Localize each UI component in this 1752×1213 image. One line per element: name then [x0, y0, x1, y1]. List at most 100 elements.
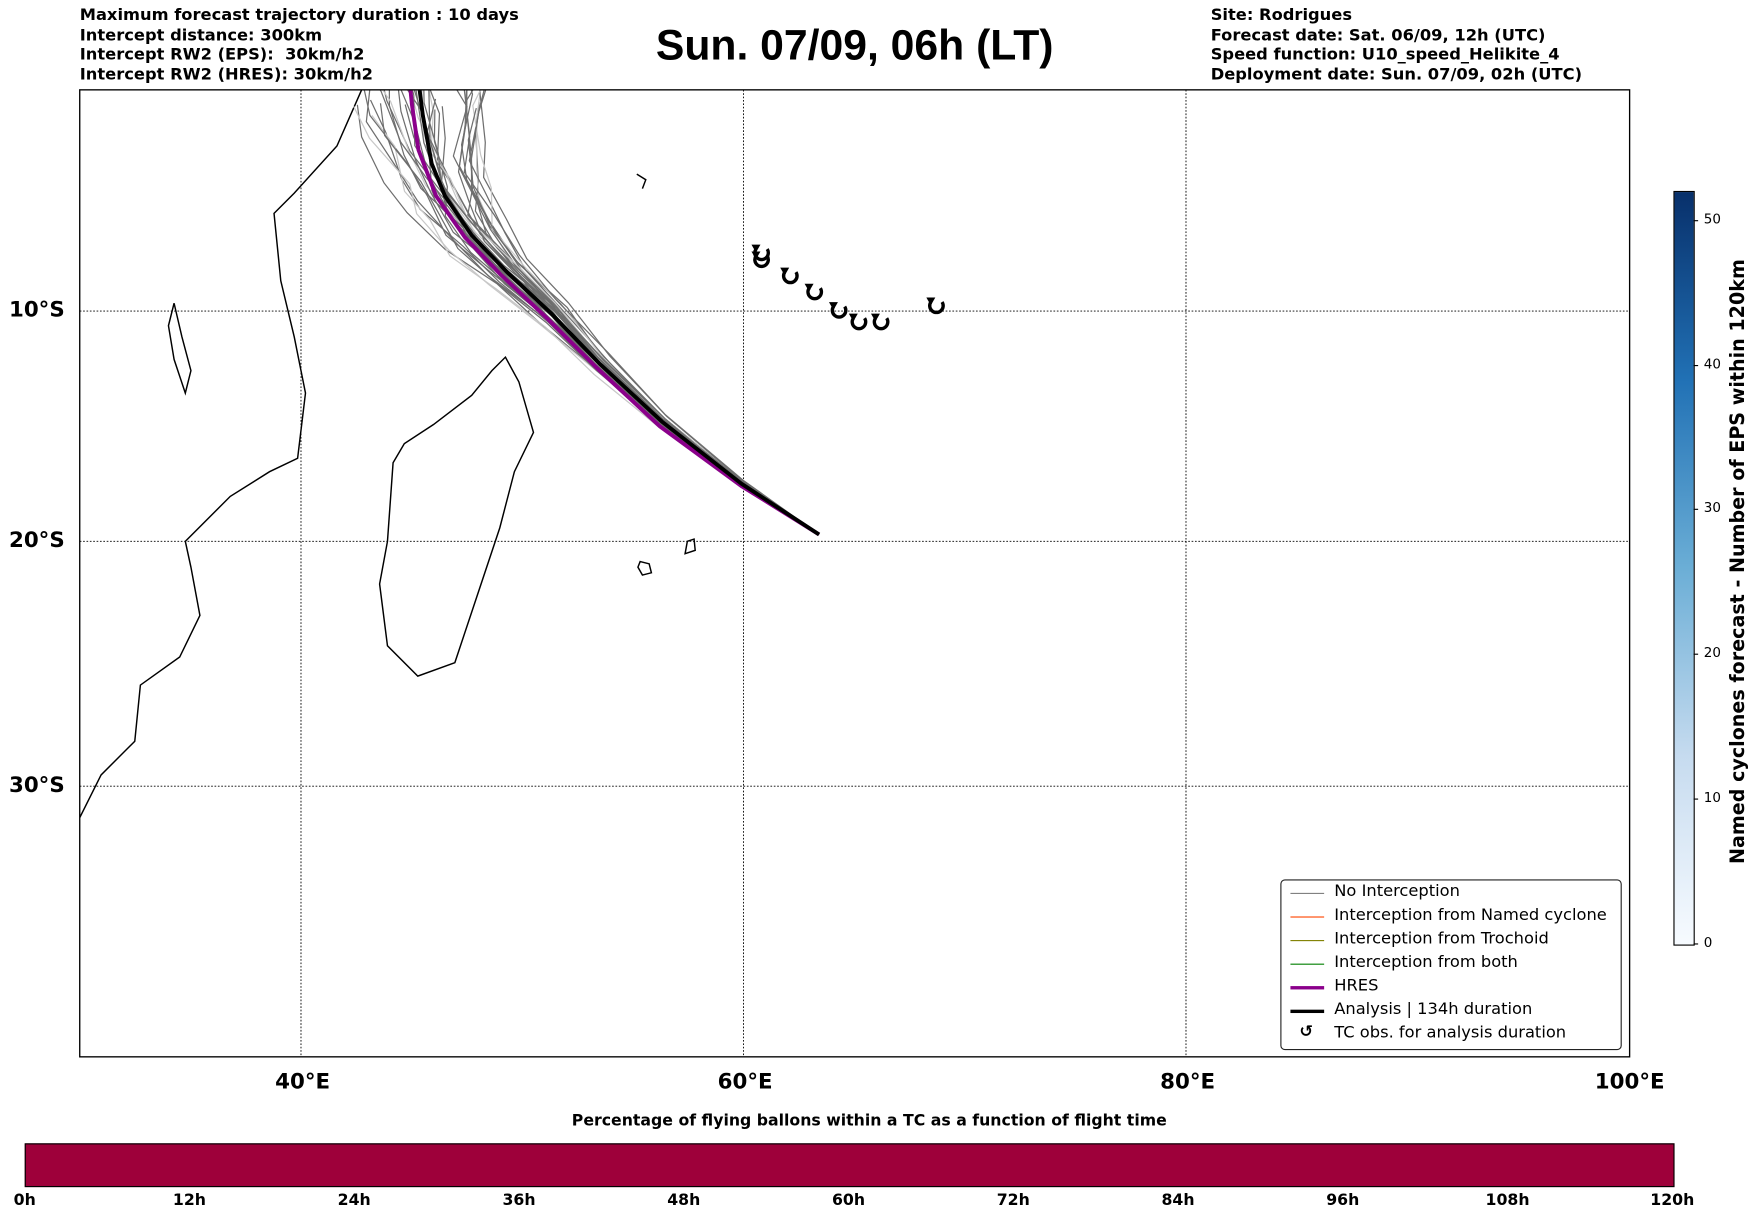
hres-trajectory [408, 89, 821, 537]
analysis-trajectory [417, 89, 821, 537]
percent-bar-title: Percentage of flying ballons within a TC… [571, 1111, 1167, 1130]
lat-label: 10°S [8, 297, 65, 323]
line-swatch [1290, 892, 1325, 894]
legend-hres: HRES [1281, 976, 1618, 1000]
ensemble-trajectory [404, 104, 820, 536]
forecast-date: Forecast date: Sat. 06/09, 12h (UTC) [1210, 26, 1546, 45]
ensemble-trajectory [352, 105, 820, 536]
colorbar-tick: 10 [1693, 789, 1721, 806]
coastlines [79, 89, 696, 818]
lat-label: 20°S [8, 527, 65, 553]
colorbar-tick: 20 [1693, 644, 1721, 661]
tc-obs-marker [780, 267, 799, 285]
legend-label: Interception from both [1334, 953, 1518, 972]
ensemble-trajectory [428, 89, 820, 535]
percent-bar-tick: 60h [831, 1191, 866, 1210]
map-frame [79, 89, 1631, 1058]
line-swatch [1290, 986, 1325, 990]
ensemble-trajectory [458, 89, 820, 535]
ensemble-trajectory [426, 98, 820, 536]
colorbar-tick: 0 [1694, 934, 1713, 951]
colorbar-title: Named cyclones forecast - Number of EPS … [1727, 259, 1750, 864]
africa-coastline [79, 89, 363, 818]
ensemble-trajectory [406, 89, 820, 535]
mauritius-coastline [637, 560, 653, 576]
gridlines [79, 89, 1630, 1057]
percent-bar-tick: 48h [667, 1191, 701, 1210]
tc-obs-marker [804, 283, 824, 301]
ensemble-trajectory [379, 103, 820, 536]
map-plot [79, 89, 1631, 1058]
ensemble-trajectory [423, 89, 820, 535]
lon-label: 40°E [275, 1069, 331, 1094]
site: Site: Rodrigues [1210, 6, 1353, 25]
ensemble-trajectory [457, 91, 820, 536]
legend-label: Analysis | 134h duration [1334, 1000, 1533, 1019]
percent-bar-tick: 84h [1161, 1191, 1195, 1210]
lat-label: 30°S [8, 772, 65, 798]
reunion-coastline [684, 538, 696, 555]
legend-label: HRES [1334, 977, 1379, 996]
ensemble-trajectory [383, 89, 820, 535]
lon-label: 80°E [1160, 1069, 1216, 1094]
legend-label: TC obs. for analysis duration [1334, 1024, 1567, 1043]
legend-both: Interception from both [1281, 952, 1618, 976]
tc-obs-marker [870, 313, 890, 331]
tc-obs-marker [828, 302, 848, 319]
legend-label: Interception from Named cyclone [1334, 906, 1607, 925]
ensemble-trajectory [467, 108, 820, 536]
lon-label: 60°E [717, 1069, 773, 1094]
ensemble-trajectory [463, 89, 820, 535]
seychelles-islands [636, 173, 647, 189]
legend: No Interception Interception from Named … [1280, 879, 1622, 1051]
comoros-coastline [167, 303, 192, 396]
legend-named-cyclone: Interception from Named cyclone [1281, 905, 1618, 929]
max-duration: Maximum forecast trajectory duration : 1… [79, 6, 519, 25]
lon-label: 100°E [1594, 1069, 1665, 1094]
percent-bar-tick: 0h [13, 1191, 36, 1210]
percent-bar [24, 1143, 1675, 1188]
header-right: Site: Rodrigues Forecast date: Sat. 06/0… [1211, 7, 1582, 86]
ensemble-trajectory [476, 89, 820, 536]
intercept-eps: Intercept RW2 (EPS): 30km/h2 [79, 46, 365, 65]
colorbar-tick: 30 [1693, 500, 1721, 517]
percent-bar-tick: 12h [172, 1191, 206, 1210]
deployment-date: Deployment date: Sun. 07/09, 02h (UTC) [1210, 65, 1583, 84]
percent-bar-tick: 120h [1650, 1191, 1695, 1210]
percent-bar-tick: 72h [996, 1191, 1030, 1210]
line-swatch [1290, 1009, 1325, 1014]
legend-no-interception: No Interception [1281, 882, 1618, 906]
legend-tc-obs: ↺ TC obs. for analysis duration [1281, 1023, 1618, 1047]
madagascar-coastline [378, 355, 535, 677]
ensemble-trajectory [421, 89, 820, 535]
tc-observations [751, 244, 945, 331]
ensemble-trajectory [411, 89, 820, 535]
colorbar-tick: 40 [1693, 355, 1721, 372]
intercept-hres: Intercept RW2 (HRES): 30km/h2 [79, 65, 373, 84]
percent-bar-tick: 36h [502, 1191, 536, 1210]
tc-obs-marker [848, 313, 868, 331]
ensemble-trajectory [440, 106, 820, 536]
ensemble-trajectory [413, 89, 820, 535]
legend-trochoid: Interception from Trochoid [1281, 929, 1618, 953]
legend-analysis: Analysis | 134h duration [1281, 1000, 1618, 1024]
ensemble-trajectory [452, 89, 820, 535]
ensemble-trajectory [397, 89, 820, 536]
ensemble-trajectory [433, 109, 820, 536]
line-swatch [1290, 916, 1325, 918]
percent-bar-tick: 96h [1326, 1191, 1360, 1210]
colorbar [1673, 190, 1695, 946]
ensemble-trajectory [388, 89, 820, 535]
tc-obs-marker [926, 297, 945, 315]
figure-title: Sun. 07/09, 06h (LT) [655, 22, 1054, 70]
colorbar-tick: 50 [1693, 210, 1721, 227]
ensemble-trajectory [474, 102, 820, 536]
header-left: Maximum forecast trajectory duration : 1… [80, 7, 519, 86]
speed-function: Speed function: U10_speed_Helikite_4 [1210, 46, 1560, 65]
tc-symbol-icon: ↺ [1299, 1023, 1314, 1042]
percent-bar-tick: 24h [337, 1191, 371, 1210]
legend-label: Interception from Trochoid [1334, 929, 1549, 948]
tc-obs-marker [751, 251, 770, 269]
line-swatch [1290, 940, 1325, 942]
